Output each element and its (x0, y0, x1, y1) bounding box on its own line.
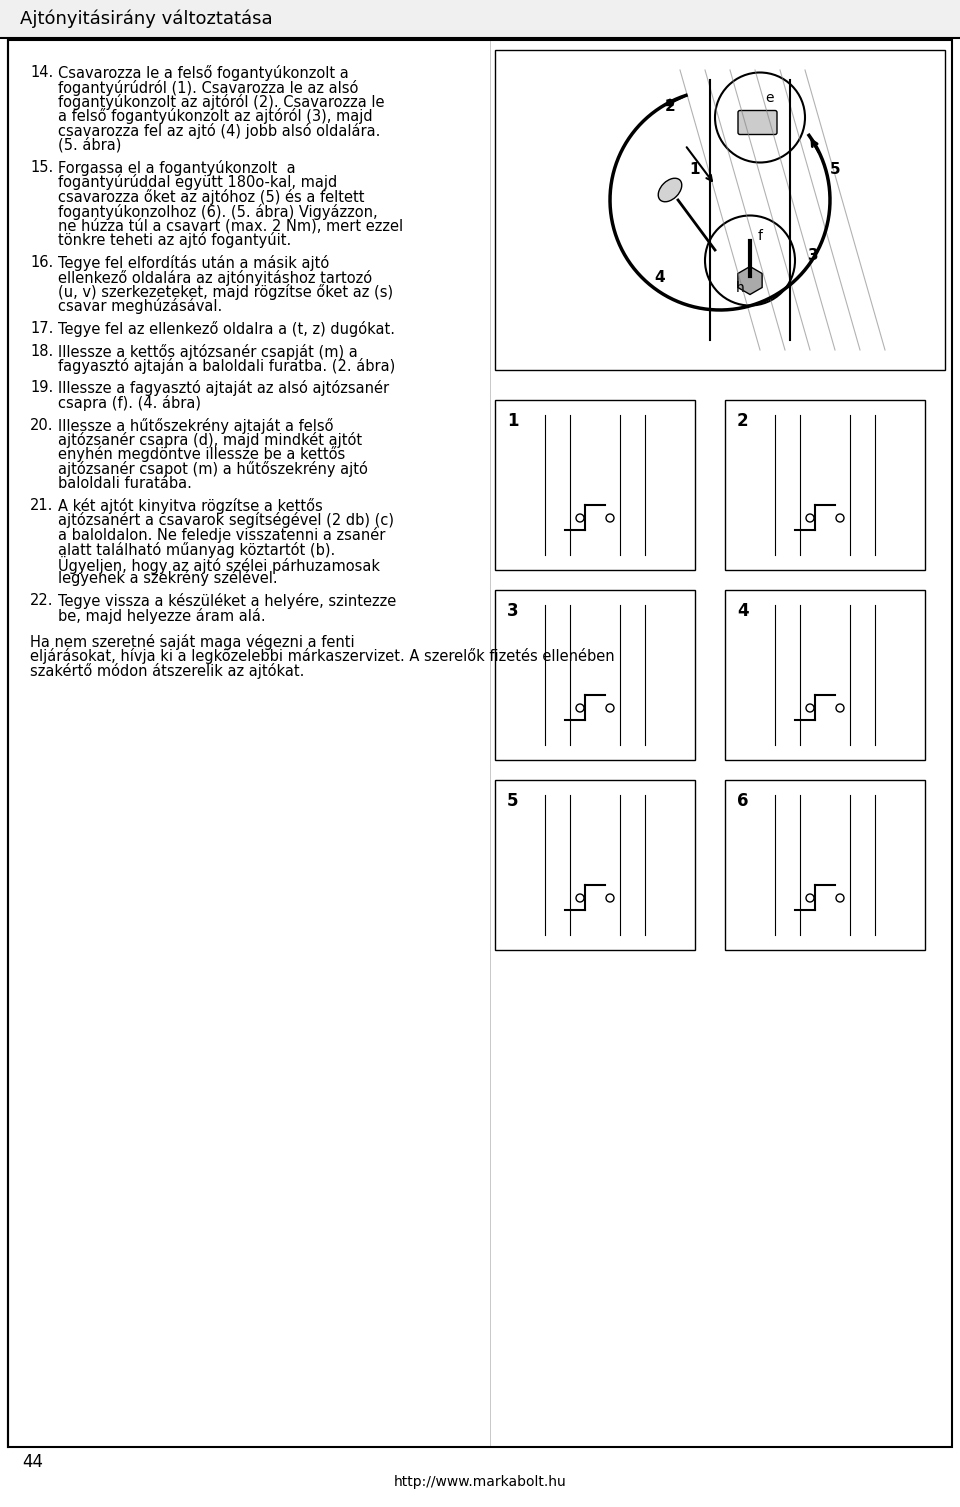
Text: 3: 3 (808, 247, 819, 262)
Text: csapra (f). (4. ábra): csapra (f). (4. ábra) (58, 395, 201, 411)
Text: Tegye fel az ellenkező oldalra a (t, z) dugókat.: Tegye fel az ellenkező oldalra a (t, z) … (58, 321, 395, 338)
Bar (495, 781, 695, 949)
Text: szakértő módon átszerelik az ajtókat.: szakértő módon átszerelik az ajtókat. (30, 663, 304, 680)
Text: 1: 1 (507, 411, 518, 429)
Circle shape (576, 514, 584, 521)
Bar (725, 781, 925, 949)
Text: (5. ábra): (5. ábra) (58, 137, 121, 154)
Bar (495, 591, 695, 760)
Text: ajtózsanért a csavarok segítségével (2 db) (c): ajtózsanért a csavarok segítségével (2 d… (58, 512, 394, 529)
Text: 14.: 14. (30, 65, 53, 80)
Text: ne húzza túl a csavart (max. 2 Nm), mert ezzel: ne húzza túl a csavart (max. 2 Nm), mert… (58, 219, 403, 234)
Text: alatt található műanyag köztartót (b).: alatt található műanyag köztartót (b). (58, 541, 335, 558)
Text: 6: 6 (737, 793, 749, 809)
Text: A két ajtót kinyitva rögzítse a kettős: A két ajtót kinyitva rögzítse a kettős (58, 497, 323, 514)
Circle shape (606, 514, 614, 521)
FancyBboxPatch shape (0, 0, 960, 38)
FancyBboxPatch shape (738, 110, 777, 134)
Text: (u, v) szerkezeteket, majd rögzítse őket az (s): (u, v) szerkezeteket, majd rögzítse őket… (58, 283, 394, 300)
Circle shape (836, 514, 844, 521)
Text: Tegye fel elfordítás után a másik ajtó: Tegye fel elfordítás után a másik ajtó (58, 255, 329, 271)
Circle shape (806, 704, 814, 711)
Text: 5: 5 (830, 163, 841, 178)
Text: 1: 1 (689, 163, 700, 178)
Text: ajtózsanér csapot (m) a hűtőszekrény ajtó: ajtózsanér csapot (m) a hűtőszekrény ajt… (58, 461, 368, 478)
Text: Csavarozza le a felső fogantyúkonzolt a: Csavarozza le a felső fogantyúkonzolt a (58, 65, 348, 81)
Text: fogantyúrúdról (1). Csavarozza le az alsó: fogantyúrúdról (1). Csavarozza le az als… (58, 80, 358, 95)
Text: 2: 2 (664, 99, 676, 115)
Circle shape (836, 704, 844, 711)
Text: ellenkező oldalára az ajtónyitáshoz tartozó: ellenkező oldalára az ajtónyitáshoz tart… (58, 270, 372, 285)
Text: fogantyúkonzolt az ajtóról (2). Csavarozza le: fogantyúkonzolt az ajtóról (2). Csavaroz… (58, 93, 385, 110)
Text: 4: 4 (654, 270, 665, 285)
Text: csavarozza fel az ajtó (4) jobb alsó oldalára.: csavarozza fel az ajtó (4) jobb alsó old… (58, 124, 380, 139)
Text: 18.: 18. (30, 344, 53, 359)
Text: ajtózsanér csapra (d), majd mindkét ajtót: ajtózsanér csapra (d), majd mindkét ajtó… (58, 433, 362, 448)
Circle shape (836, 894, 844, 903)
Text: fogantyúrúddal együtt 180o-kal, majd: fogantyúrúddal együtt 180o-kal, majd (58, 175, 337, 190)
Text: tönkre teheti az ajtó fogantyúit.: tönkre teheti az ajtó fogantyúit. (58, 232, 291, 249)
Text: Illessze a fagyasztó ajtaját az alsó ajtózsanér: Illessze a fagyasztó ajtaját az alsó ajt… (58, 380, 389, 396)
Text: Ha nem szeretné saját maga végezni a fenti: Ha nem szeretné saját maga végezni a fen… (30, 634, 354, 650)
Text: Illessze a kettős ajtózsanér csapját (m) a: Illessze a kettős ajtózsanér csapját (m)… (58, 344, 358, 360)
Text: 22.: 22. (30, 592, 54, 607)
Text: 15.: 15. (30, 160, 53, 175)
Text: fogantyúkonzolhoz (6). (5. ábra) Vigyázzon,: fogantyúkonzolhoz (6). (5. ábra) Vigyázz… (58, 203, 377, 220)
Text: Forgassa el a fogantyúkonzolt  a: Forgassa el a fogantyúkonzolt a (58, 160, 296, 176)
Text: 21.: 21. (30, 497, 54, 512)
Text: Ügyeljen, hogy az ajtó szélei párhuzamosak: Ügyeljen, hogy az ajtó szélei párhuzamos… (58, 556, 380, 574)
Text: Illessze a hűtőszekrény ajtaját a felső: Illessze a hűtőszekrény ajtaját a felső (58, 417, 333, 434)
Circle shape (576, 894, 584, 903)
Bar (495, 399, 695, 570)
Text: enyhén megdöntve illessze be a kettős: enyhén megdöntve illessze be a kettős (58, 446, 346, 463)
Text: 20.: 20. (30, 417, 54, 433)
Text: a baloldalon. Ne feledje visszatenni a zsanér: a baloldalon. Ne feledje visszatenni a z… (58, 527, 385, 543)
Text: csavar meghúzásával.: csavar meghúzásával. (58, 298, 223, 315)
Text: csavarozza őket az ajtóhoz (5) és a feltett: csavarozza őket az ajtóhoz (5) és a felt… (58, 188, 365, 205)
Text: eljárásokat, hívja ki a legközelebbi márkaszervizet. A szerelők fizetés ellenébe: eljárásokat, hívja ki a legközelebbi már… (30, 648, 614, 665)
Text: fagyasztó ajtaján a baloldali furatba. (2. ábra): fagyasztó ajtaján a baloldali furatba. (… (58, 359, 396, 374)
Ellipse shape (659, 178, 682, 202)
Bar (495, 50, 945, 371)
Text: e: e (766, 90, 775, 104)
Circle shape (606, 894, 614, 903)
Circle shape (576, 704, 584, 711)
Text: a felső fogantyúkonzolt az ajtóról (3), majd: a felső fogantyúkonzolt az ajtóról (3), … (58, 109, 372, 125)
Text: f: f (757, 229, 762, 243)
Text: http://www.markabolt.hu: http://www.markabolt.hu (394, 1475, 566, 1489)
Text: 17.: 17. (30, 321, 54, 336)
Circle shape (806, 894, 814, 903)
Text: 16.: 16. (30, 255, 53, 270)
Text: 2: 2 (737, 411, 749, 429)
Text: 19.: 19. (30, 380, 53, 395)
Text: Ajtónyitásirány változtatása: Ajtónyitásirány változtatása (20, 9, 273, 29)
Text: 4: 4 (737, 601, 749, 619)
Text: legyenek a szekrény szélével.: legyenek a szekrény szélével. (58, 571, 277, 586)
Text: 44: 44 (22, 1453, 43, 1471)
Bar (725, 399, 925, 570)
Text: 5: 5 (507, 793, 518, 809)
Text: baloldali furatába.: baloldali furatába. (58, 476, 192, 490)
Circle shape (806, 514, 814, 521)
Text: 3: 3 (507, 601, 518, 619)
Text: be, majd helyezze áram alá.: be, majd helyezze áram alá. (58, 607, 266, 624)
Bar (725, 591, 925, 760)
Text: h: h (735, 282, 744, 295)
Circle shape (606, 704, 614, 711)
Text: Tegye vissza a készüléket a helyére, szintezze: Tegye vissza a készüléket a helyére, szi… (58, 592, 396, 609)
